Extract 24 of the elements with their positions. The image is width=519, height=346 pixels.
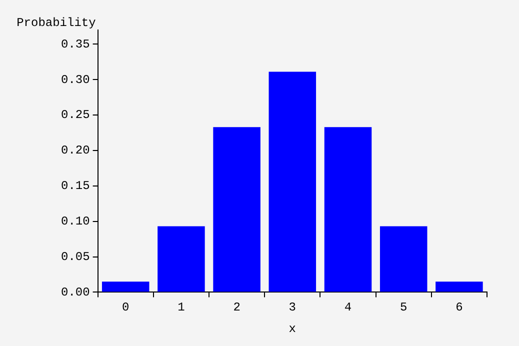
x-tick-label: 0 [122,300,130,315]
x-tick-label: 3 [288,300,296,315]
bar [436,282,483,292]
y-tick-label: 0.05 [60,250,90,264]
x-tick-label: 4 [344,300,352,315]
y-tick-label: 0.15 [60,179,90,194]
y-tick-label: 0.25 [60,108,90,122]
y-tick-label: 0.20 [60,144,90,158]
x-tick-label: 1 [178,300,185,315]
bar [158,226,205,292]
y-tick-label: 0.10 [60,214,90,229]
y-tick-label: 0.00 [60,285,90,300]
y-axis-title: Probability [16,16,96,30]
bar [213,127,260,292]
y-tick-label: 0.35 [60,37,90,52]
x-tick-label: 5 [400,300,408,315]
bar [268,72,316,292]
bar [324,127,372,292]
y-tick-label: 0.30 [60,72,90,87]
bar [380,226,428,292]
x-tick-label: 6 [456,300,463,315]
bar [102,282,150,292]
x-axis-title: x [288,322,296,336]
x-tick-label: 2 [233,300,240,315]
